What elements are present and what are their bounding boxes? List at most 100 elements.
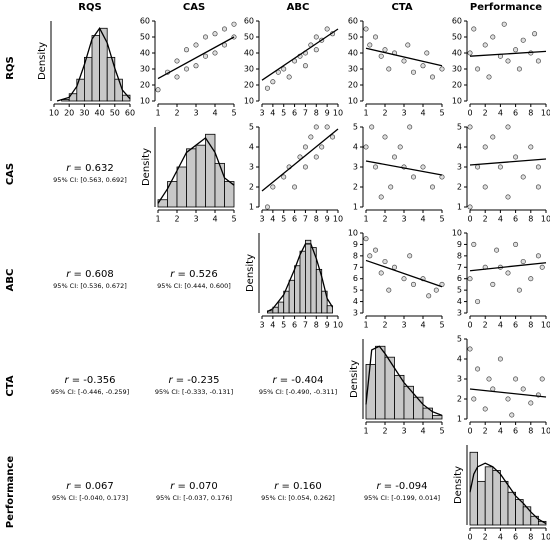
- r-symbol: r: [66, 163, 71, 174]
- x-tick-label: 20: [64, 109, 74, 118]
- confidence-interval: 95% CI: [-0.040, 0.173]: [52, 494, 128, 502]
- x-tick-label: 10: [541, 321, 550, 330]
- x-tick-label: 4: [270, 321, 275, 330]
- point: [270, 184, 276, 190]
- r-value: = -0.235: [173, 375, 220, 386]
- bar: [99, 27, 108, 102]
- y-tick-label: 2: [457, 183, 462, 192]
- r-symbol: r: [170, 269, 175, 280]
- bar: [394, 374, 405, 420]
- x-tick-label: 3: [259, 321, 264, 330]
- y-axis-label: Density: [37, 42, 48, 80]
- point: [490, 386, 496, 392]
- panel: 10 20 30 40 50 60 Density: [37, 21, 135, 118]
- regression-line: [365, 259, 443, 288]
- point: [505, 194, 511, 200]
- y-tick-label: 40: [348, 49, 358, 58]
- y-tick-label: 30: [348, 65, 358, 74]
- confidence-interval: 95% CI: [0.536, 0.672]: [53, 282, 127, 290]
- y-tick-label: 3: [457, 375, 462, 384]
- confidence-interval: 95% CI: [-0.037, 0.176]: [156, 494, 232, 502]
- point: [535, 184, 541, 190]
- y-tick-label: 40: [244, 49, 254, 58]
- point: [420, 63, 426, 69]
- point: [324, 26, 330, 32]
- point: [490, 34, 496, 40]
- y-tick-label: 30: [140, 65, 150, 74]
- bar: [176, 166, 187, 208]
- x-tick-label: 5: [231, 215, 236, 224]
- bar: [288, 279, 295, 314]
- x-tick-label: 1: [363, 109, 368, 118]
- point: [471, 396, 477, 402]
- y-tick-label: 6: [457, 274, 462, 283]
- r-value: = 0.608: [70, 269, 113, 280]
- point: [372, 247, 378, 253]
- point: [382, 259, 388, 265]
- y-tick-label: 2: [249, 183, 254, 192]
- x-tick-label: 3: [401, 427, 406, 436]
- point: [520, 386, 526, 392]
- point: [467, 50, 473, 56]
- point: [467, 204, 473, 210]
- x-tick-label: 10: [541, 533, 550, 542]
- y-tick-label: 10: [452, 229, 462, 238]
- point: [535, 253, 541, 259]
- x-tick-label: 30: [79, 109, 89, 118]
- x-tick-label: 5: [281, 321, 286, 330]
- y-tick-label: 4: [457, 297, 462, 306]
- bar: [186, 148, 197, 208]
- column-header: ABC: [287, 2, 310, 13]
- point: [264, 204, 270, 210]
- r-symbol: r: [64, 375, 69, 386]
- point: [486, 74, 492, 80]
- point: [497, 356, 503, 362]
- point: [505, 270, 511, 276]
- point: [203, 53, 209, 59]
- panel: 1 2 3 4 5 10 20 30 40 50 60: [140, 17, 237, 118]
- x-tick-label: 7: [303, 321, 308, 330]
- y-tick-label: 4: [353, 143, 358, 152]
- density-curve: [365, 345, 443, 416]
- point: [407, 253, 413, 259]
- x-tick-label: 2: [382, 215, 387, 224]
- point: [386, 66, 392, 72]
- point: [212, 31, 218, 37]
- regression-line: [469, 262, 547, 272]
- x-tick-label: 3: [401, 215, 406, 224]
- x-tick-label: 3: [401, 321, 406, 330]
- r-value: = 0.070: [174, 481, 217, 492]
- x-tick-label: 8: [528, 427, 533, 436]
- point: [490, 281, 496, 287]
- point: [513, 47, 519, 53]
- r-value: = 0.160: [278, 481, 321, 492]
- y-tick-label: 4: [249, 143, 254, 152]
- bar: [277, 301, 285, 314]
- point: [539, 264, 545, 270]
- y-tick-label: 50: [348, 33, 358, 42]
- x-tick-label: 3: [193, 215, 198, 224]
- x-tick-label: 6: [513, 215, 518, 224]
- r-symbol: r: [376, 481, 381, 492]
- y-tick-label: 6: [353, 274, 358, 283]
- point: [372, 34, 378, 40]
- point: [467, 276, 473, 282]
- y-tick-label: 5: [353, 123, 358, 132]
- bar: [499, 480, 509, 526]
- x-tick-label: 4: [498, 321, 503, 330]
- x-tick-label: 1: [363, 215, 368, 224]
- x-tick-label: 10: [333, 109, 343, 118]
- point: [308, 134, 314, 140]
- point: [313, 124, 319, 130]
- y-tick-label: 3: [457, 309, 462, 318]
- point: [482, 406, 488, 412]
- y-tick-label: 5: [353, 286, 358, 295]
- bar: [326, 305, 333, 314]
- point: [292, 184, 298, 190]
- y-tick-label: 4: [457, 143, 462, 152]
- panel: 1 2 3 4 5 Density: [349, 339, 445, 436]
- point: [302, 63, 308, 69]
- y-tick-label: 3: [353, 309, 358, 318]
